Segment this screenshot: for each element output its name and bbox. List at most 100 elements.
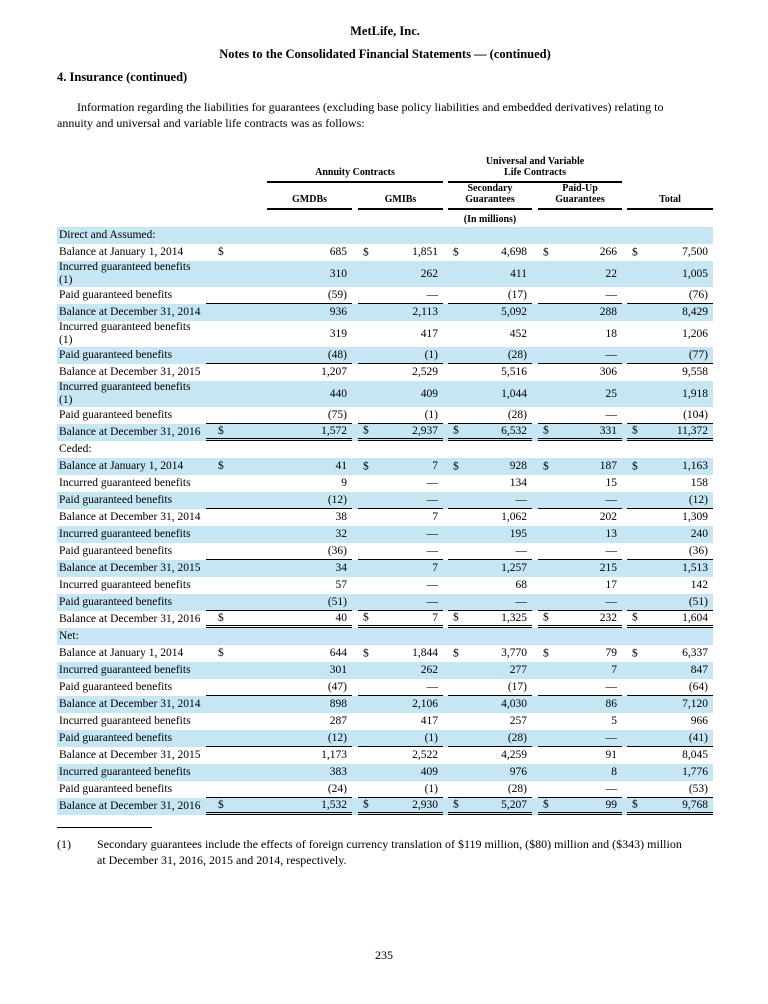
intro-paragraph: Information regarding the liabilities fo… — [57, 100, 713, 131]
table-row: Balance at January 1, 2014 $41 $7 $928 $187 $… — [57, 458, 714, 475]
cell-secondary-guarantees: $3,770 — [448, 645, 532, 662]
row-label: Balance at December 31, 2014 — [59, 511, 201, 523]
cell-paid-up-guarantees: 8 — [538, 764, 623, 781]
row-label: Balance at December 31, 2016 — [57, 424, 206, 441]
row-label: Paid guaranteed benefits — [57, 347, 206, 364]
dollar-sign: $ — [632, 798, 638, 811]
cell-paid-up-guarantees: 22 — [538, 261, 623, 287]
cell-gmdbs: 383 — [267, 764, 352, 781]
dollar-sign: $ — [632, 460, 638, 472]
cell-total: $9,768 — [627, 798, 714, 815]
row-label: Balance at December 31, 2015 — [59, 366, 201, 378]
cell-gmdbs: 57 — [335, 579, 348, 591]
cell-gmibs: — — [358, 543, 443, 560]
cell-value: 966 — [690, 715, 709, 727]
cell-gmdbs: 1,532 — [267, 798, 352, 815]
dollar-sign-cell — [206, 696, 267, 713]
document-title: Notes to the Consolidated Financial Stat… — [219, 47, 551, 61]
table-row: Paid guaranteed benefits (12) (1) (28) — (41) — [57, 730, 714, 747]
table-row: Incurred guaranteed benefits (1) 310 262 41… — [57, 261, 714, 287]
cell-value: 306 — [599, 366, 618, 378]
cell-value: 158 — [690, 477, 709, 489]
cell-value: 18 — [605, 327, 618, 340]
cell-value: 2,106 — [412, 698, 438, 710]
cell-gmdbs: 41 — [267, 458, 352, 475]
dollar-sign-cell — [206, 321, 267, 347]
table-row: Balance at December 31, 2016 $40 $7 $1,325 $… — [57, 611, 714, 628]
cell-value: — — [426, 595, 439, 608]
cell-gmdbs: 936 — [267, 304, 352, 321]
cell-value: 7 — [432, 611, 438, 624]
cell-gmdbs: 1,173 — [321, 749, 347, 761]
row-label: Balance at January 1, 2014 — [59, 647, 184, 659]
table-row: Balance at December 31, 2015 1,173 2,522 4,… — [57, 747, 713, 764]
cell-paid-up-guarantees: 5 — [538, 713, 622, 730]
dollar-sign: $ — [363, 647, 369, 659]
cell-value: (36) — [688, 544, 709, 557]
cell-secondary-guarantees: (28) — [448, 347, 532, 364]
page-number: 235 — [375, 948, 393, 962]
units-note: (In millions) — [463, 214, 517, 225]
cell-paid-up-guarantees: — — [538, 543, 623, 560]
cell-value: 17 — [605, 579, 618, 591]
cell-gmdbs: (51) — [267, 594, 352, 611]
table-row: Balance at December 31, 2014 898 2,106 4,03… — [57, 696, 714, 713]
dollar-sign: $ — [453, 611, 459, 624]
cell-value: — — [515, 544, 528, 557]
cell-secondary-guarantees: 68 — [448, 577, 532, 594]
cell-secondary-guarantees: 134 — [448, 475, 532, 492]
cell-value: 134 — [509, 477, 527, 489]
row-label: Paid guaranteed benefits — [59, 783, 173, 795]
dollar-sign: $ — [632, 246, 638, 258]
cell-value: 331 — [599, 424, 618, 437]
cell-value: 262 — [420, 664, 438, 676]
cell-total: 158 — [627, 475, 713, 492]
cell-gmibs: — — [358, 577, 443, 594]
table-row: Paid guaranteed benefits (59) — (17) — (76) — [57, 287, 714, 304]
table-row: Incurred guaranteed benefits 32 — 195 13 240 — [57, 526, 714, 543]
dollar-sign: $ — [543, 246, 549, 258]
table-row: Paid guaranteed benefits (12) — — — (12) — [57, 492, 714, 509]
cell-paid-up-guarantees: 17 — [538, 577, 622, 594]
cell-value: 79 — [605, 647, 618, 659]
cell-gmdbs: 287 — [329, 715, 347, 727]
cell-secondary-guarantees: 4,030 — [448, 696, 532, 713]
dollar-sign-cell — [206, 492, 267, 509]
cell-total: (76) — [627, 287, 714, 304]
cell-gmibs: (1) — [358, 781, 443, 798]
cell-gmdbs: 644 — [329, 647, 347, 659]
cell-value: — — [515, 595, 528, 608]
cell-value: 68 — [515, 579, 528, 591]
cell-gmibs: (1) — [358, 407, 443, 424]
cell-gmdbs: 310 — [267, 261, 352, 287]
dollar-sign: $ — [543, 460, 549, 472]
cell-gmibs: $1,851 — [358, 244, 443, 261]
cell-paid-up-guarantees: — — [538, 679, 623, 696]
cell-gmibs: — — [358, 526, 443, 543]
cell-gmibs: $1,844 — [358, 645, 443, 662]
cell-paid-up-guarantees: — — [538, 407, 623, 424]
row-label: Incurred guaranteed benefits — [57, 764, 206, 781]
cell-value: (17) — [507, 680, 527, 693]
cell-value: (1) — [424, 731, 438, 744]
cell-paid-up-guarantees: $187 — [538, 458, 623, 475]
cell-total: 1,309 — [627, 509, 713, 526]
table-row: Balance at December 31, 2015 1,207 2,529 5,… — [57, 364, 713, 381]
cell-value: 7 — [432, 460, 438, 472]
table-row: Incurred guaranteed benefits 9 — 134 15 158 — [57, 475, 713, 492]
row-label: Paid guaranteed benefits — [59, 409, 173, 421]
cell-value: — — [605, 408, 618, 421]
cell-gmibs: 2,529 — [358, 364, 443, 381]
cell-paid-up-guarantees: — — [538, 347, 623, 364]
cell-gmdbs: 1,572 — [267, 424, 352, 441]
company-name: MetLife, Inc. — [350, 24, 420, 38]
cell-value: — — [426, 579, 439, 591]
cell-value: 1,604 — [682, 611, 709, 624]
cell-value: — — [605, 595, 618, 608]
row-label: Paid guaranteed benefits — [59, 681, 173, 693]
section-header-row: Direct and Assumed: — [57, 227, 714, 244]
cell-secondary-guarantees: $5,207 — [448, 798, 532, 815]
cell-total: 847 — [627, 662, 714, 679]
cell-value: — — [426, 680, 439, 693]
cell-secondary-guarantees: — — [448, 543, 532, 560]
